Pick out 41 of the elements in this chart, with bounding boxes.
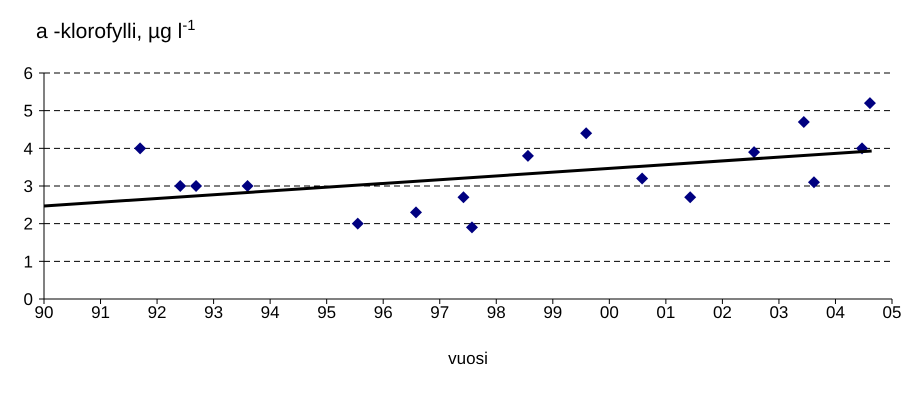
y-tick-label: 0 — [24, 290, 33, 310]
point — [808, 176, 820, 188]
x-tick-label: 93 — [204, 303, 224, 322]
x-tick-label: 90 — [34, 303, 54, 322]
point — [352, 218, 364, 230]
point — [798, 116, 810, 128]
point — [190, 180, 202, 192]
point — [684, 191, 696, 204]
point — [748, 146, 760, 158]
point — [457, 191, 470, 204]
x-tick-label: 97 — [430, 303, 450, 322]
x-tick-label: 92 — [148, 303, 167, 322]
y-tick-label: 3 — [24, 177, 33, 196]
point — [864, 97, 876, 110]
point — [636, 172, 648, 184]
x-tick-label: 99 — [543, 303, 562, 322]
y-tick-label: 2 — [24, 214, 33, 234]
y-tick-label: 6 — [24, 64, 33, 84]
point — [466, 221, 478, 234]
x-tick-label: 96 — [374, 303, 393, 322]
point — [522, 150, 534, 162]
point — [580, 127, 592, 140]
point — [410, 206, 422, 218]
y-tick-label: 4 — [24, 139, 33, 158]
x-tick-label: 98 — [486, 303, 506, 322]
point — [134, 142, 146, 154]
x-tick-label: 95 — [317, 303, 336, 322]
x-axis-title: vuosi — [448, 349, 488, 368]
x-tick-label: 05 — [882, 303, 902, 322]
point — [242, 180, 254, 192]
y-axis-title: a -klorofylli, µg l$^{-1}$ — [36, 18, 196, 43]
x-tick-label: 00 — [600, 303, 619, 322]
x-tick-label: 01 — [656, 303, 676, 322]
point — [174, 180, 186, 192]
x-tick-label: 03 — [769, 303, 788, 322]
x-tick-label: 04 — [826, 303, 845, 322]
x-tick-label: 94 — [260, 303, 280, 322]
y-tick-label: 5 — [24, 102, 33, 121]
x-tick-label: 02 — [712, 303, 732, 322]
x-tick-label: 91 — [91, 303, 110, 322]
y-tick-label: 1 — [24, 252, 33, 272]
